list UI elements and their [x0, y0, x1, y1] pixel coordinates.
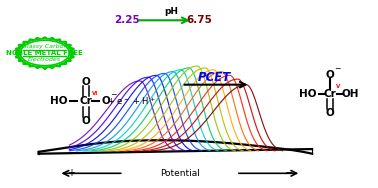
Polygon shape — [15, 38, 74, 68]
Text: 2.25: 2.25 — [115, 15, 140, 25]
Text: O: O — [101, 96, 110, 106]
Text: 6.75: 6.75 — [187, 15, 213, 25]
Text: +: + — [67, 168, 75, 178]
Text: O: O — [81, 77, 90, 87]
Text: Electrodes: Electrodes — [28, 57, 61, 62]
Text: VI: VI — [91, 91, 98, 96]
Text: Glassy Carbon: Glassy Carbon — [22, 44, 68, 49]
Text: V: V — [336, 84, 340, 89]
Text: HO: HO — [50, 96, 67, 106]
Text: O: O — [326, 108, 335, 118]
Text: Potential: Potential — [160, 169, 200, 178]
Text: O: O — [81, 116, 90, 126]
Text: NOBLE METAL FREE: NOBLE METAL FREE — [6, 50, 83, 56]
Circle shape — [20, 40, 70, 66]
Text: Cr: Cr — [79, 96, 92, 106]
Text: Cr: Cr — [324, 89, 336, 99]
Text: O: O — [326, 70, 335, 80]
Text: OH: OH — [341, 89, 359, 99]
Text: −: − — [110, 90, 116, 99]
Text: −: − — [334, 64, 341, 73]
Text: −: − — [285, 168, 293, 178]
Text: HO: HO — [299, 89, 316, 99]
Text: pH: pH — [164, 7, 178, 16]
Text: + e$^-$ + H$^+$: + e$^-$ + H$^+$ — [107, 96, 155, 107]
Text: PCET: PCET — [198, 71, 231, 84]
